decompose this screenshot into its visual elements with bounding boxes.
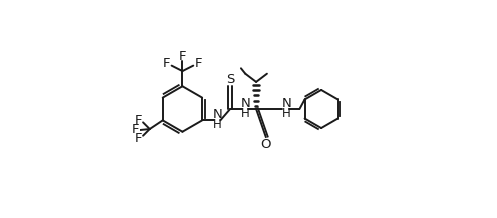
Text: O: O (260, 138, 271, 151)
Text: H: H (241, 107, 250, 120)
Text: N: N (241, 97, 250, 110)
Text: H: H (282, 107, 291, 120)
Text: F: F (135, 132, 142, 145)
Text: F: F (163, 57, 170, 70)
Text: F: F (135, 114, 142, 127)
Text: H: H (213, 118, 222, 131)
Text: S: S (226, 73, 234, 86)
Text: N: N (281, 97, 291, 110)
Text: F: F (132, 123, 139, 136)
Text: F: F (194, 57, 202, 70)
Text: F: F (179, 50, 186, 63)
Text: N: N (213, 109, 222, 121)
